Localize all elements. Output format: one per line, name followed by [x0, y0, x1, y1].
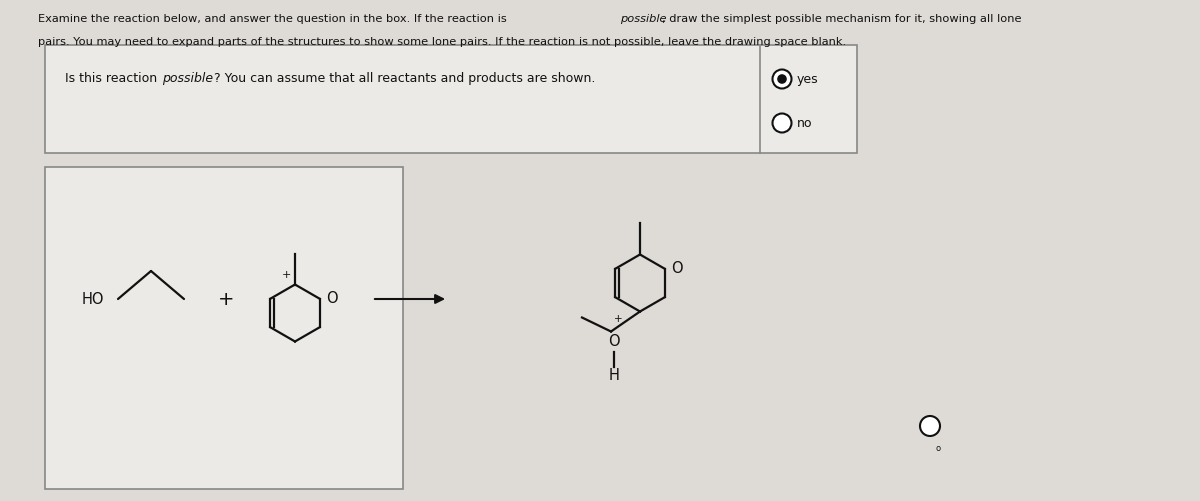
- Text: H: H: [608, 368, 619, 383]
- Text: ? You can assume that all reactants and products are shown.: ? You can assume that all reactants and …: [214, 72, 595, 85]
- Text: yes: yes: [797, 73, 818, 86]
- Text: Is this reaction: Is this reaction: [65, 72, 161, 85]
- Circle shape: [773, 70, 792, 89]
- Circle shape: [920, 416, 940, 436]
- Text: +: +: [218, 290, 234, 309]
- Text: o: o: [935, 443, 940, 452]
- Text: Examine the reaction below, and answer the question in the box. If the reaction : Examine the reaction below, and answer t…: [38, 14, 510, 24]
- Bar: [46, 46, 857, 154]
- Text: possible: possible: [162, 72, 214, 85]
- Text: +: +: [282, 270, 292, 280]
- Text: HO: HO: [82, 292, 104, 307]
- Text: O: O: [671, 261, 683, 276]
- Circle shape: [773, 114, 792, 133]
- Text: O: O: [325, 291, 337, 306]
- Text: , draw the simplest possible mechanism for it, showing all lone: , draw the simplest possible mechanism f…: [662, 14, 1021, 24]
- Text: no: no: [797, 117, 812, 130]
- Text: pairs. You may need to expand parts of the structures to show some lone pairs. I: pairs. You may need to expand parts of t…: [38, 37, 846, 47]
- Text: O: O: [608, 334, 620, 349]
- Text: +: +: [613, 314, 623, 324]
- Bar: [46, 168, 403, 489]
- Text: possible: possible: [620, 14, 666, 24]
- Circle shape: [778, 75, 787, 85]
